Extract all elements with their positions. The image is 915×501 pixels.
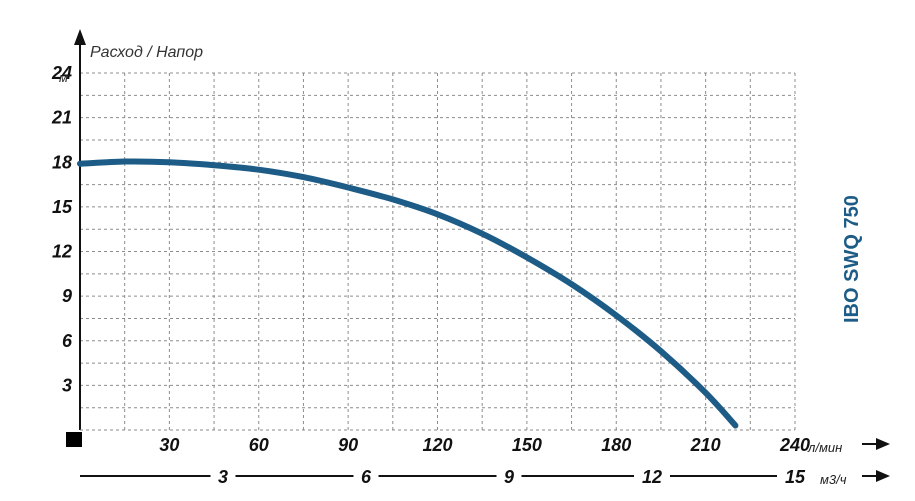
x2-tick-label: 15 (785, 467, 806, 487)
x2-tick-gap (777, 470, 813, 482)
y-axis-label: Расход / Напор (90, 44, 203, 61)
x2-tick-labels: 3 6 9 12 15 (210, 467, 813, 487)
x-tick-label: 60 (249, 435, 269, 455)
x2-tick-gap (210, 470, 236, 482)
y-tick-label: 12 (52, 242, 72, 262)
x2-tick-label: 3 (218, 467, 228, 487)
x-tick-labels: 30 60 90 120 150 180 210 240 (159, 435, 810, 455)
y-tick-label: 15 (52, 197, 73, 217)
x-tick-label: 90 (338, 435, 358, 455)
y-tick-label: 21 (51, 108, 72, 128)
x2-tick-label: 12 (642, 467, 662, 487)
x-tick-label: 240 (779, 435, 810, 455)
x-tick-label: 30 (159, 435, 179, 455)
x-axis-arrow (876, 438, 890, 450)
x-tick-label: 210 (690, 435, 721, 455)
y-tick-label: 18 (52, 152, 72, 172)
x2-tick-gap (353, 470, 379, 482)
x2-unit-label: м3/ч (820, 472, 847, 487)
origin-square-marker (66, 432, 82, 447)
x2-tick-gap (496, 470, 522, 482)
y-tick-label: 9 (62, 286, 72, 306)
x-unit-label: л/мин (807, 440, 842, 455)
x2-tick-label: 9 (504, 467, 514, 487)
x2-tick-gap (634, 470, 670, 482)
x2-tick-label: 6 (361, 467, 372, 487)
series-layer (77, 158, 739, 429)
y-tick-label: 24 (51, 63, 72, 83)
model-label: IBO SWQ 750 (841, 195, 863, 323)
x-tick-label: 180 (601, 435, 631, 455)
x2-axis-arrow (876, 470, 890, 482)
axes (74, 29, 890, 482)
y-tick-label: 3 (62, 375, 72, 395)
y-tick-label: 6 (62, 331, 73, 351)
y-tick-labels: 3 6 9 12 15 18 21 24 (51, 63, 73, 395)
x-tick-label: 150 (512, 435, 542, 455)
x-tick-label: 120 (422, 435, 452, 455)
y-axis-arrow (74, 29, 86, 45)
y-unit-label: м (59, 70, 68, 85)
series-line-ibo-swq-750 (77, 158, 739, 429)
